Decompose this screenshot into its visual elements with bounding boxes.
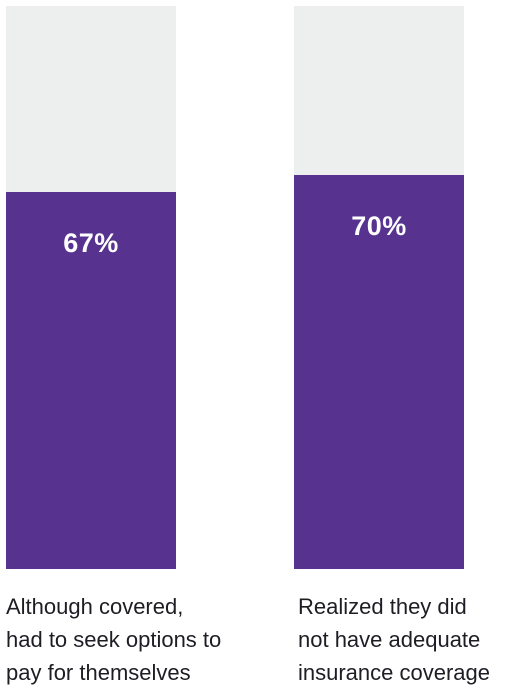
category-label-1-line-2: had to seek options to (6, 627, 222, 652)
category-label-1: Although covered, had to seek options to… (6, 590, 221, 689)
category-label-2-line-2: not have adequate (298, 627, 481, 652)
category-label-2: Realized they did not have adequate insu… (298, 590, 490, 689)
category-label-1-line-3: pay for themselves (6, 660, 191, 685)
bar-value-label-1: 67% (63, 228, 119, 258)
bar-column-1: 67% (6, 6, 176, 569)
bar-fill-2 (294, 175, 464, 569)
bar-value-label-2: 70% (351, 211, 407, 241)
category-label-2-line-3: insurance coverage (298, 660, 491, 685)
bar-fill-1 (6, 192, 176, 569)
bar-column-2: 70% (294, 6, 464, 569)
category-label-1-line-1: Although covered, (6, 594, 184, 619)
category-label-2-line-1: Realized they did (298, 594, 467, 619)
